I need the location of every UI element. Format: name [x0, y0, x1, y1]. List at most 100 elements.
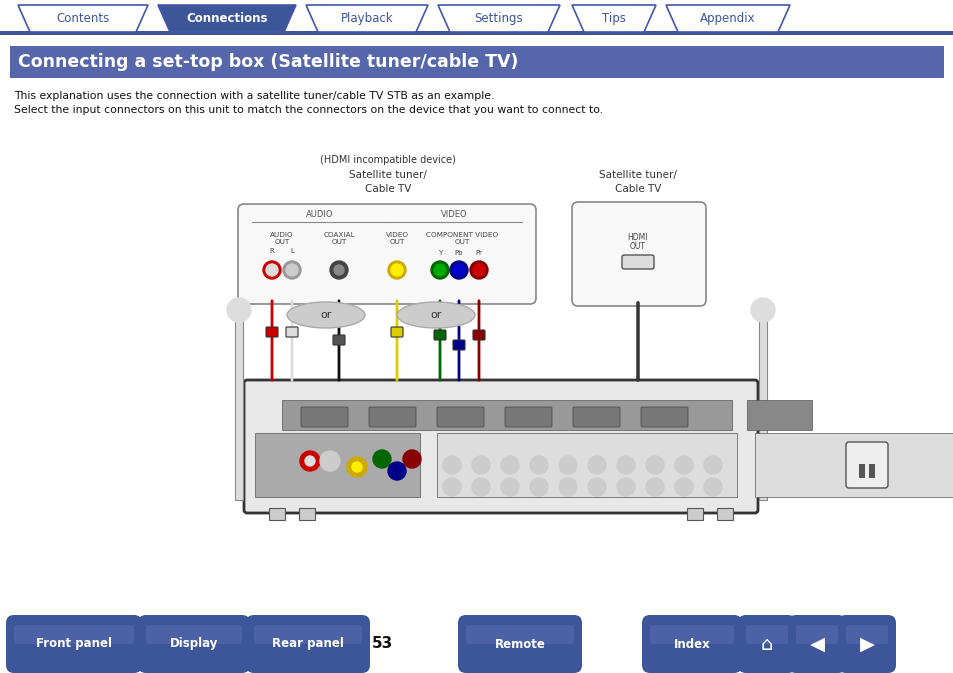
Text: Tips: Tips	[601, 12, 625, 25]
Circle shape	[319, 451, 339, 471]
FancyBboxPatch shape	[473, 330, 484, 340]
FancyBboxPatch shape	[621, 255, 654, 269]
Circle shape	[703, 456, 721, 474]
Text: OUT: OUT	[629, 242, 645, 251]
Polygon shape	[665, 5, 789, 32]
Circle shape	[442, 456, 460, 474]
Circle shape	[283, 261, 301, 279]
FancyBboxPatch shape	[641, 615, 741, 673]
Ellipse shape	[396, 302, 475, 328]
Circle shape	[675, 456, 692, 474]
FancyBboxPatch shape	[845, 442, 887, 488]
Circle shape	[645, 478, 663, 496]
Text: COAXIAL
OUT: COAXIAL OUT	[323, 232, 355, 245]
Text: Appendix: Appendix	[700, 12, 755, 25]
Text: COMPONENT VIDEO
OUT: COMPONENT VIDEO OUT	[425, 232, 497, 245]
Text: Connections: Connections	[186, 12, 268, 25]
Bar	[282, 400, 731, 430]
Circle shape	[470, 261, 488, 279]
Circle shape	[473, 264, 484, 276]
Text: ◀: ◀	[809, 635, 823, 653]
Text: ⌂: ⌂	[760, 635, 772, 653]
Circle shape	[373, 450, 391, 468]
FancyBboxPatch shape	[369, 407, 416, 427]
Text: Satellite tuner/: Satellite tuner/	[349, 170, 427, 180]
Bar	[858, 464, 864, 478]
FancyBboxPatch shape	[253, 625, 361, 644]
Circle shape	[391, 264, 402, 276]
Bar	[759, 318, 766, 500]
Text: This explanation uses the connection with a satellite tuner/cable TV STB as an e: This explanation uses the connection wit…	[14, 91, 494, 101]
Polygon shape	[158, 5, 295, 32]
FancyBboxPatch shape	[138, 615, 250, 673]
Text: Cable TV: Cable TV	[364, 184, 411, 194]
Text: Select the input connectors on this unit to match the connectors on the device t: Select the input connectors on this unit…	[14, 105, 602, 115]
FancyBboxPatch shape	[457, 615, 581, 673]
Polygon shape	[437, 5, 559, 32]
Text: L: L	[290, 248, 294, 254]
Text: VIDEO
OUT: VIDEO OUT	[385, 232, 408, 245]
FancyBboxPatch shape	[6, 615, 142, 673]
Text: R: R	[270, 248, 274, 254]
Bar	[754, 433, 953, 497]
Text: Display: Display	[170, 637, 218, 651]
Circle shape	[530, 456, 547, 474]
Bar	[254, 433, 419, 497]
Circle shape	[450, 261, 468, 279]
Circle shape	[472, 478, 490, 496]
Text: Playback: Playback	[340, 12, 393, 25]
FancyBboxPatch shape	[795, 625, 837, 644]
Text: or: or	[430, 310, 441, 320]
Circle shape	[558, 478, 577, 496]
Text: Remote: Remote	[494, 637, 545, 651]
Text: Connecting a set-top box (Satellite tuner/cable TV): Connecting a set-top box (Satellite tune…	[18, 53, 517, 71]
Circle shape	[617, 456, 635, 474]
Circle shape	[617, 478, 635, 496]
FancyBboxPatch shape	[504, 407, 552, 427]
Text: ▶: ▶	[859, 635, 874, 653]
FancyBboxPatch shape	[573, 407, 619, 427]
Circle shape	[434, 264, 446, 276]
FancyBboxPatch shape	[301, 407, 348, 427]
Circle shape	[675, 478, 692, 496]
Text: (HDMI incompatible device): (HDMI incompatible device)	[319, 155, 456, 165]
Text: Pr: Pr	[475, 250, 482, 256]
Circle shape	[330, 261, 348, 279]
FancyBboxPatch shape	[787, 615, 845, 673]
Bar	[436, 433, 737, 497]
Circle shape	[558, 456, 577, 474]
Bar	[717, 508, 732, 520]
Text: 53: 53	[371, 637, 393, 651]
Text: Front panel: Front panel	[36, 637, 112, 651]
Circle shape	[299, 451, 319, 471]
FancyBboxPatch shape	[572, 202, 705, 306]
FancyBboxPatch shape	[738, 615, 795, 673]
Bar	[269, 508, 285, 520]
FancyBboxPatch shape	[434, 330, 446, 340]
Text: AUDIO: AUDIO	[306, 210, 334, 219]
Circle shape	[750, 298, 774, 322]
Bar	[746, 400, 811, 430]
Text: Satellite tuner/: Satellite tuner/	[598, 170, 677, 180]
FancyBboxPatch shape	[837, 615, 895, 673]
FancyBboxPatch shape	[845, 625, 887, 644]
Text: Index: Index	[673, 637, 710, 651]
Bar	[10, 46, 943, 78]
Circle shape	[500, 456, 518, 474]
FancyBboxPatch shape	[14, 625, 133, 644]
FancyBboxPatch shape	[146, 625, 242, 644]
Text: Cable TV: Cable TV	[614, 184, 660, 194]
Circle shape	[472, 456, 490, 474]
Circle shape	[388, 462, 406, 480]
Circle shape	[227, 298, 251, 322]
Circle shape	[347, 457, 367, 477]
Ellipse shape	[287, 302, 365, 328]
Circle shape	[703, 478, 721, 496]
FancyBboxPatch shape	[286, 327, 297, 337]
Circle shape	[431, 261, 449, 279]
FancyBboxPatch shape	[333, 335, 345, 345]
Circle shape	[263, 261, 281, 279]
Circle shape	[334, 265, 344, 275]
Text: Rear panel: Rear panel	[272, 637, 344, 651]
FancyBboxPatch shape	[465, 625, 574, 644]
